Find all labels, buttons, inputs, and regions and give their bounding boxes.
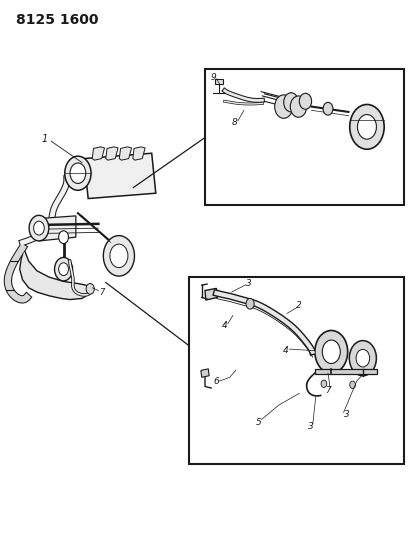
Circle shape	[29, 215, 49, 241]
Text: 7: 7	[99, 288, 104, 296]
Circle shape	[322, 102, 332, 115]
Text: 8: 8	[231, 118, 237, 127]
Polygon shape	[133, 147, 145, 160]
Circle shape	[314, 330, 347, 373]
Polygon shape	[106, 147, 118, 160]
Polygon shape	[204, 288, 217, 300]
Circle shape	[349, 104, 383, 149]
Circle shape	[65, 156, 91, 190]
Circle shape	[348, 341, 375, 376]
Text: 8125 1600: 8125 1600	[16, 13, 99, 27]
Text: 9: 9	[210, 73, 216, 82]
Circle shape	[54, 257, 72, 281]
Text: 5: 5	[255, 418, 261, 426]
Text: 1: 1	[42, 134, 48, 143]
Bar	[188, 277, 403, 464]
Text: 3: 3	[307, 422, 312, 431]
Circle shape	[58, 263, 68, 276]
Circle shape	[283, 93, 298, 112]
Circle shape	[86, 284, 94, 294]
Polygon shape	[92, 147, 104, 160]
Text: 2: 2	[296, 301, 301, 310]
Text: 4: 4	[221, 321, 227, 329]
Circle shape	[321, 340, 339, 364]
Text: 7: 7	[324, 386, 330, 394]
Circle shape	[110, 244, 128, 268]
Circle shape	[103, 236, 134, 276]
Circle shape	[290, 96, 306, 117]
Circle shape	[274, 95, 292, 118]
Text: 3: 3	[343, 410, 348, 419]
Circle shape	[58, 231, 68, 244]
Circle shape	[349, 381, 355, 389]
Polygon shape	[20, 243, 90, 300]
Circle shape	[245, 298, 254, 309]
Bar	[204, 69, 403, 205]
Polygon shape	[200, 369, 209, 377]
Polygon shape	[215, 79, 222, 84]
Circle shape	[299, 93, 311, 109]
Text: 6: 6	[213, 377, 218, 385]
Polygon shape	[39, 216, 76, 241]
Text: 4: 4	[283, 346, 288, 354]
Circle shape	[34, 221, 44, 235]
Circle shape	[70, 163, 85, 183]
Circle shape	[355, 350, 369, 367]
Polygon shape	[314, 369, 376, 374]
Circle shape	[320, 380, 326, 387]
Polygon shape	[119, 147, 131, 160]
Text: 3: 3	[246, 279, 252, 287]
Circle shape	[357, 115, 375, 139]
Polygon shape	[84, 154, 155, 198]
